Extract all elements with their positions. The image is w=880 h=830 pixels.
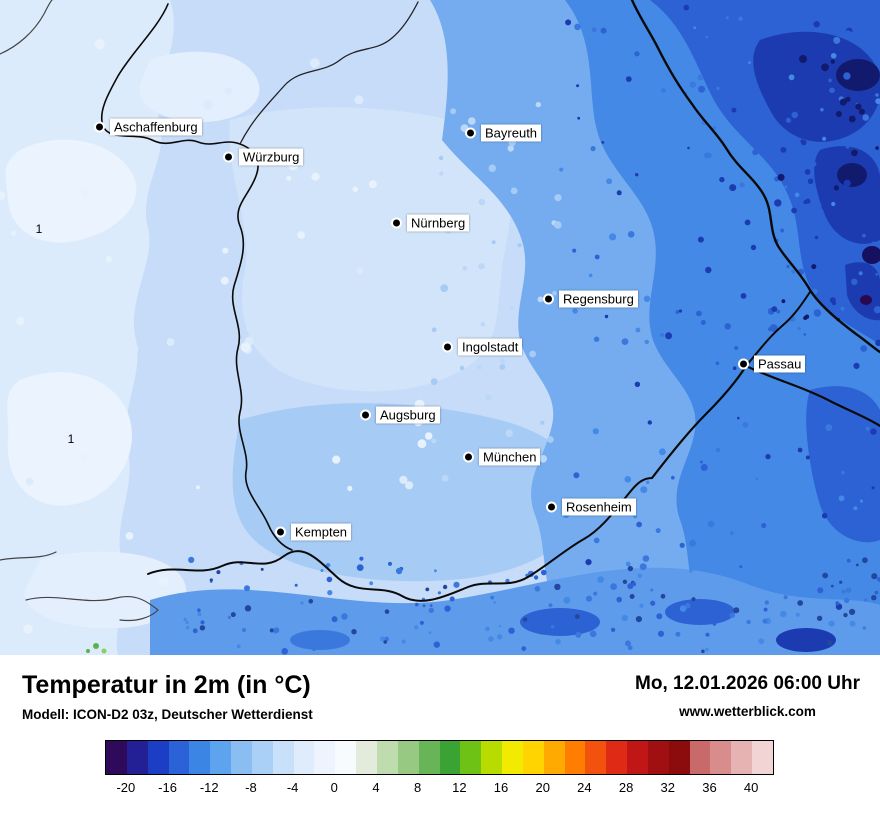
colorbar-segment — [376, 741, 398, 774]
colorbar-tick-labels: -20 -16 -12 -8 -4 0 4 8 12 16 20 24 28 32 36 40 — [105, 780, 772, 798]
datetime-block: Mo, 12.01.2026 06:00 Uhr www.wetterblick… — [635, 671, 860, 719]
colorbar-segment — [543, 741, 565, 774]
colorbar-segment — [168, 741, 190, 774]
colorbar-tick-label: 8 — [414, 780, 422, 795]
colorbar-segment — [272, 741, 294, 774]
model-info: Modell: ICON-D2 03z, Deutscher Wetterdie… — [22, 707, 313, 722]
colorbar-segment — [585, 741, 607, 774]
colorbar-segment — [147, 741, 169, 774]
colorbar-segment — [251, 741, 273, 774]
colorbar-segment — [418, 741, 440, 774]
colorbar-segment — [106, 741, 127, 774]
website-link: www.wetterblick.com — [679, 704, 816, 719]
colorbar-segment — [668, 741, 690, 774]
colorbar-segment — [689, 741, 711, 774]
colorbar-tick-label: 16 — [493, 780, 509, 795]
colorbar-tick-label: -8 — [245, 780, 257, 795]
colorbar-tick-label: -20 — [116, 780, 136, 795]
colorbar-segment — [606, 741, 628, 774]
colorbar-segment — [627, 741, 648, 774]
colorbar-segment — [335, 741, 357, 774]
colorbar-segment — [481, 741, 503, 774]
temperature-field-svg — [0, 0, 880, 655]
colorbar-segment — [647, 741, 669, 774]
colorbar-segment — [126, 741, 148, 774]
colorbar-tick-label: 32 — [660, 780, 676, 795]
border-lines — [0, 0, 880, 622]
colorbar-tick-label: 36 — [702, 780, 717, 795]
terrain-noise — [0, 1, 880, 655]
colorbar-segment — [356, 741, 377, 774]
footer: Temperatur in 2m (in °C) Modell: ICON-D2… — [0, 655, 880, 830]
colorbar-segment — [731, 741, 753, 774]
colorbar-tick-label: 20 — [535, 780, 550, 795]
colorbar-segment — [564, 741, 586, 774]
map-area: Aschaffenburg Würzburg Bayreuth Nürnberg Reg… — [0, 0, 880, 655]
title-block: Temperatur in 2m (in °C) Modell: ICON-D2… — [22, 671, 313, 722]
colorbar-tick-label: 40 — [743, 780, 759, 795]
colorbar-segment — [210, 741, 232, 774]
colorbar-tick-label: 0 — [330, 780, 338, 795]
colorbar-tick-label: 28 — [618, 780, 634, 795]
colorbar-segment — [710, 741, 732, 774]
colorbar: -20 -16 -12 -8 -4 0 4 8 12 16 20 24 28 32 36 40 — [22, 734, 860, 814]
colorbar-segment — [752, 741, 773, 774]
colorbar-segment — [314, 741, 336, 774]
colorbar-segment — [189, 741, 211, 774]
colorbar-tick-label: -12 — [199, 780, 219, 795]
map-title: Temperatur in 2m (in °C) — [22, 671, 311, 699]
colorbar-segment — [231, 741, 252, 774]
colorbar-segment — [502, 741, 523, 774]
colorbar-tick-label: -4 — [286, 780, 299, 795]
colorbar-tick-label: 12 — [452, 780, 467, 795]
colorbar-segment — [522, 741, 544, 774]
valid-datetime: Mo, 12.01.2026 06:00 Uhr — [635, 673, 860, 694]
colorbar-scale — [105, 740, 774, 775]
colorbar-segment — [460, 741, 482, 774]
colorbar-tick-label: 24 — [577, 780, 592, 795]
colorbar-segment — [397, 741, 419, 774]
colorbar-segment — [293, 741, 315, 774]
colorbar-tick-label: -16 — [158, 780, 177, 795]
colorbar-segment — [439, 741, 461, 774]
colorbar-tick-label: 4 — [372, 780, 380, 795]
